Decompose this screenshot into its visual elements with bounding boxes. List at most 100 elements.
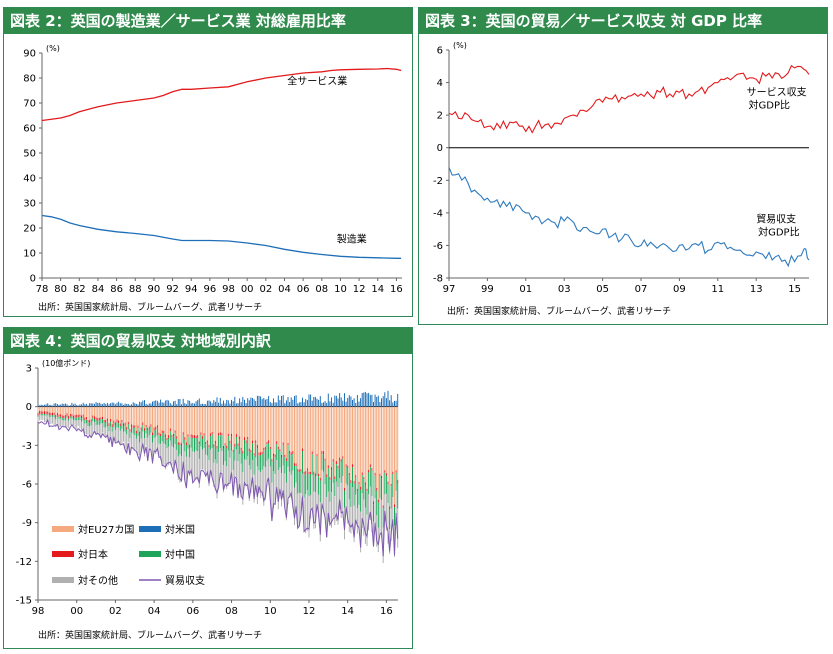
stacked-bar-segment xyxy=(247,456,249,490)
stacked-bar-segment xyxy=(345,464,347,467)
stacked-bar-segment xyxy=(84,420,86,424)
stacked-bar-segment xyxy=(318,476,320,495)
series-annotation: 製造業 xyxy=(337,233,367,246)
us-bar xyxy=(210,401,212,407)
stacked-bar-segment xyxy=(181,443,182,446)
stacked-bar-segment xyxy=(279,467,281,492)
x-tick-label: 16 xyxy=(390,284,403,295)
stacked-bar-segment xyxy=(47,413,49,416)
stacked-bar-segment xyxy=(121,406,123,420)
stacked-bar-segment xyxy=(106,426,108,436)
stacked-bar-segment xyxy=(179,454,181,483)
stacked-bar-segment xyxy=(134,406,136,426)
stacked-bar-segment xyxy=(164,406,166,435)
stacked-bar-segment xyxy=(221,435,223,452)
chart2-panel: 図表 2：英国の製造業／サービス業 対総雇用比率 0 10 20 30 40 50 60 70… xyxy=(3,7,413,317)
stacked-bar-segment xyxy=(119,430,121,445)
stacked-bar-segment xyxy=(285,458,287,461)
stacked-bar-segment xyxy=(345,406,347,465)
stacked-bar-segment xyxy=(95,417,97,421)
us-bar xyxy=(384,392,386,407)
stacked-bar-segment xyxy=(53,417,55,426)
us-bar xyxy=(258,395,260,407)
stacked-bar-segment xyxy=(227,450,229,486)
stacked-bar-segment xyxy=(282,445,284,466)
stacked-bar-segment xyxy=(124,431,126,450)
stacked-bar-segment xyxy=(131,432,132,446)
stacked-bar-segment xyxy=(39,406,41,412)
stacked-bar-segment xyxy=(81,418,82,422)
stacked-bar-segment xyxy=(113,406,115,421)
stacked-bar-segment xyxy=(273,471,274,509)
stacked-bar-segment xyxy=(202,449,203,470)
stacked-bar-segment xyxy=(197,435,199,438)
stacked-bar-segment xyxy=(358,504,360,529)
us-bar xyxy=(90,403,92,407)
us-bar xyxy=(176,404,178,407)
stacked-bar-segment xyxy=(269,466,271,501)
stacked-bar-segment xyxy=(237,461,239,498)
stacked-bar-segment xyxy=(331,492,332,528)
us-bar xyxy=(250,397,252,407)
stacked-bar-segment xyxy=(135,433,137,439)
stacked-bar-segment xyxy=(171,406,173,436)
stacked-bar-segment xyxy=(197,451,199,481)
stacked-bar-segment xyxy=(166,406,168,438)
stacked-bar-segment xyxy=(229,440,231,444)
stacked-bar-segment xyxy=(174,444,176,462)
x-tick-label: 12 xyxy=(303,606,316,617)
x-tick-label: 92 xyxy=(166,284,179,295)
stacked-bar-segment xyxy=(98,406,100,418)
stacked-bar-segment xyxy=(208,447,210,461)
stacked-bar-segment xyxy=(258,455,260,471)
stacked-bar-segment xyxy=(232,452,234,470)
stacked-bar-segment xyxy=(334,406,336,477)
stacked-bar-segment xyxy=(369,464,371,468)
stacked-bar-segment xyxy=(321,470,323,504)
us-bar xyxy=(279,400,281,407)
stacked-bar-segment xyxy=(277,406,279,447)
us-bar xyxy=(239,398,241,407)
stacked-bar-segment xyxy=(394,507,395,526)
stacked-bar-segment xyxy=(248,406,250,449)
us-bar xyxy=(166,399,168,407)
us-bar xyxy=(174,400,176,407)
stacked-bar-segment xyxy=(269,406,271,447)
stacked-bar-segment xyxy=(73,420,74,426)
us-bar xyxy=(79,404,81,407)
stacked-bar-segment xyxy=(316,456,318,476)
stacked-bar-segment xyxy=(142,422,144,426)
us-bar xyxy=(77,405,79,407)
stacked-bar-segment xyxy=(84,423,86,435)
stacked-bar-segment xyxy=(294,487,295,525)
us-bar xyxy=(379,402,381,407)
stacked-bar-segment xyxy=(223,406,224,446)
stacked-bar-segment xyxy=(139,442,141,462)
stacked-bar-segment xyxy=(377,527,379,553)
stacked-bar-segment xyxy=(226,466,228,490)
stacked-bar-segment xyxy=(124,422,126,426)
stacked-bar-segment xyxy=(160,436,162,444)
stacked-bar-segment xyxy=(100,423,102,437)
us-bar xyxy=(113,402,115,407)
legend-swatch xyxy=(52,577,74,583)
us-bar xyxy=(347,397,349,407)
stacked-bar-segment xyxy=(58,419,60,428)
stacked-bar-segment xyxy=(284,457,286,474)
stacked-bar-segment xyxy=(103,422,105,428)
us-bar xyxy=(361,393,363,407)
stacked-bar-segment xyxy=(248,448,250,452)
stacked-bar-segment xyxy=(129,438,131,453)
x-tick-label: 02 xyxy=(109,606,122,617)
stacked-bar-segment xyxy=(85,406,87,418)
us-bar xyxy=(203,404,205,407)
us-bar xyxy=(108,404,110,407)
stacked-bar-segment xyxy=(382,406,384,506)
stacked-bar-segment xyxy=(76,417,78,421)
stacked-bar-segment xyxy=(385,406,387,474)
stacked-bar-segment xyxy=(361,475,363,493)
us-bar xyxy=(66,404,68,407)
stacked-bar-segment xyxy=(106,420,108,427)
stacked-bar-segment xyxy=(131,426,132,433)
stacked-bar-segment xyxy=(345,483,347,508)
